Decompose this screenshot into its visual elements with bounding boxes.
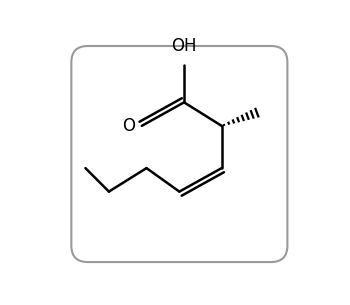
FancyBboxPatch shape [71,46,287,262]
Text: O: O [122,117,135,135]
Text: OH: OH [171,38,197,56]
